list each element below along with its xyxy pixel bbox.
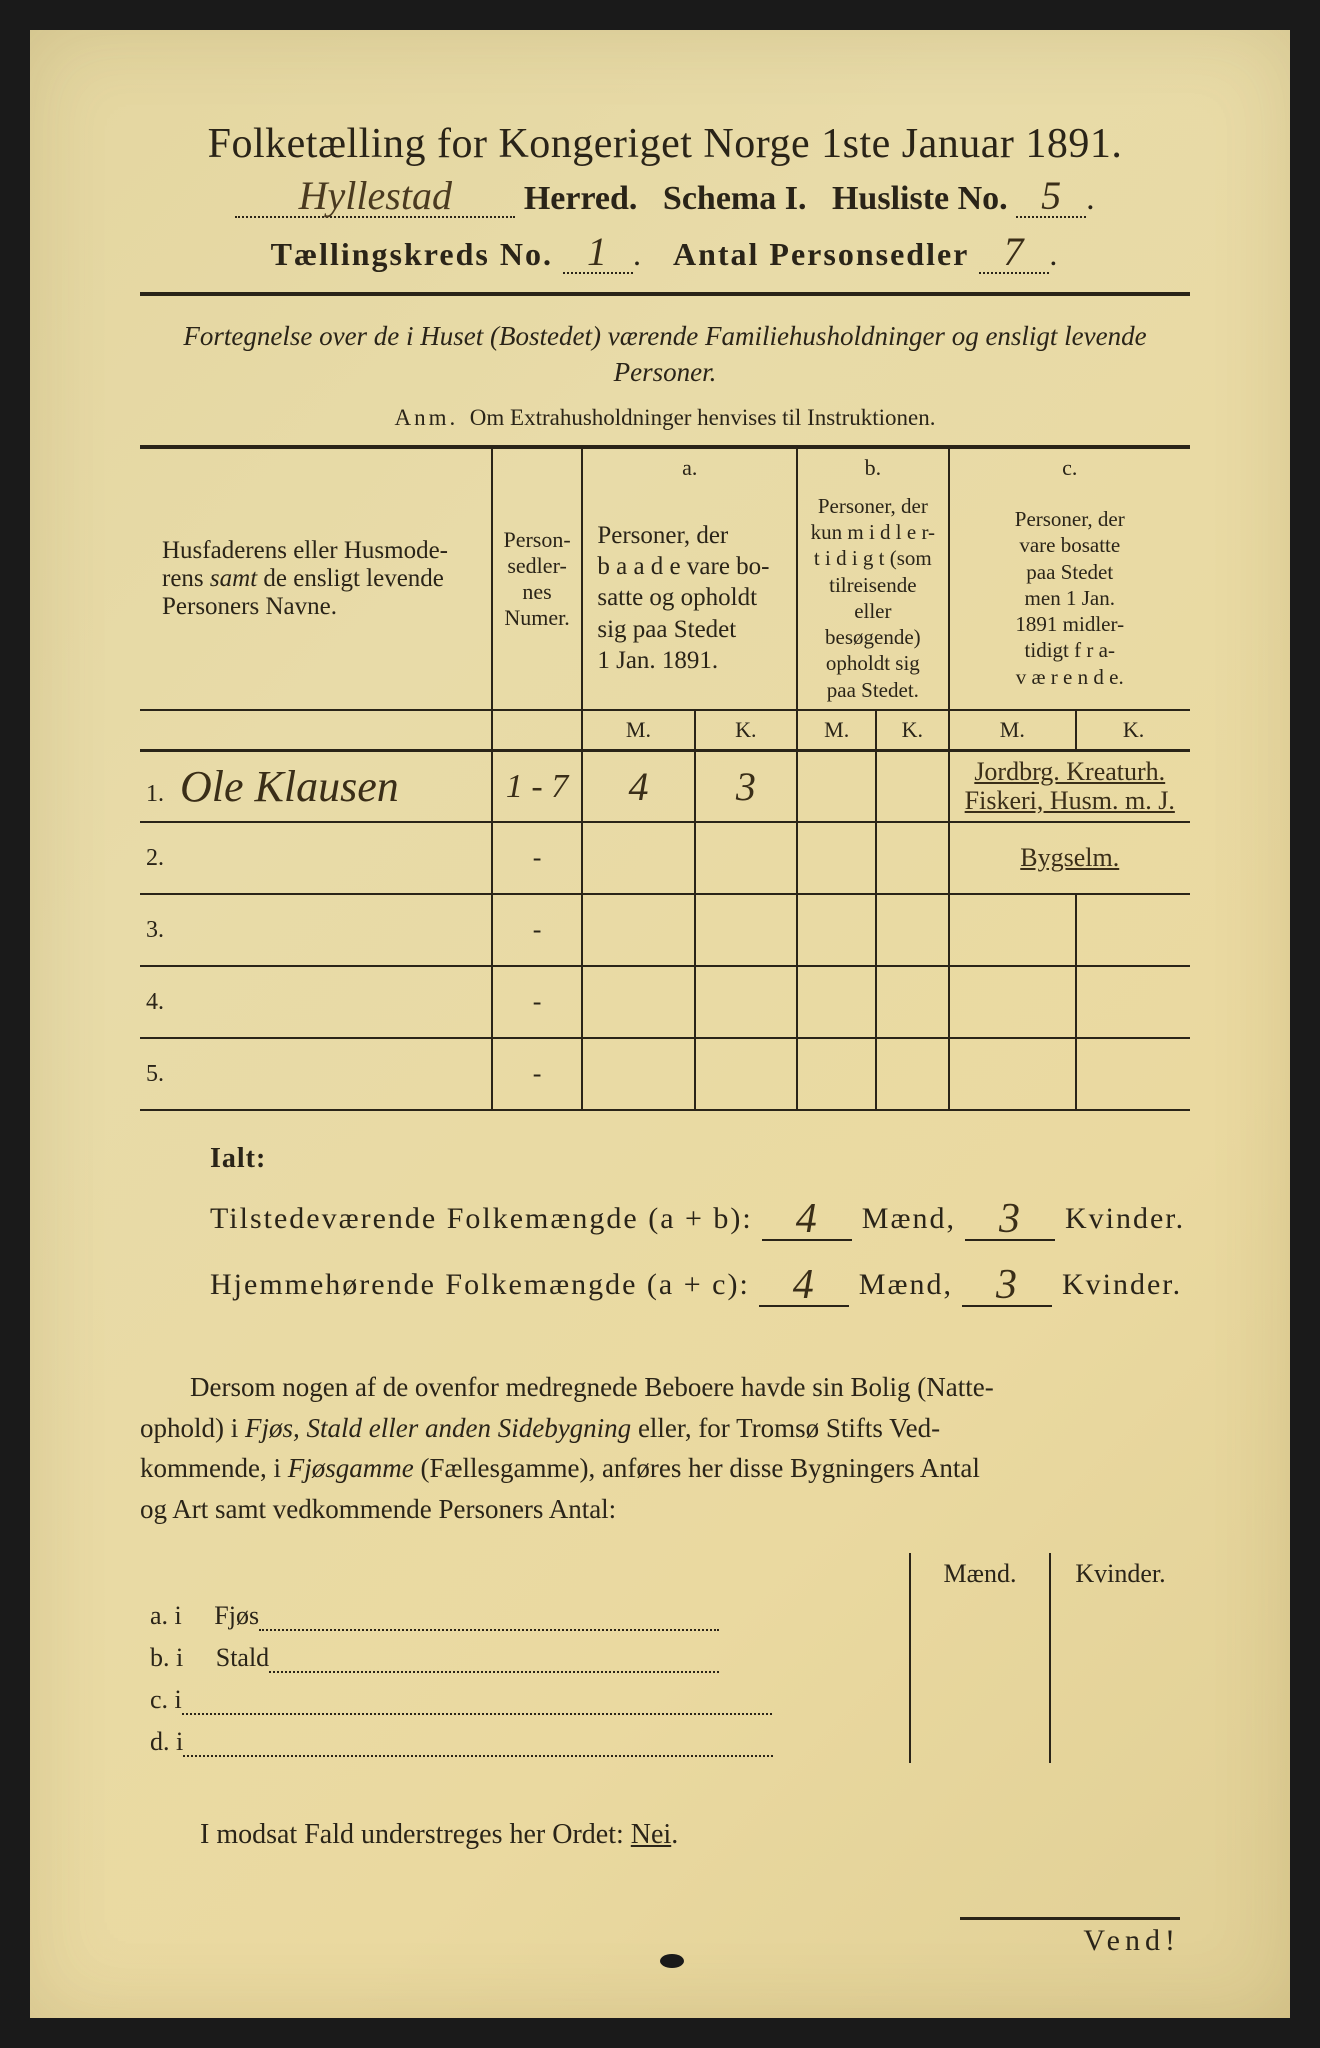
table-row: 5. - [140,1038,1190,1110]
table-row: 1.Ole Klausen 1 - 7 4 3 Jordbrg. Kreatur… [140,750,1190,822]
totals-block: Ialt: Tilstedeværende Folkemængde (a + b… [210,1143,1190,1307]
margin-annotation: Bygselm. [949,822,1191,894]
kvinder-header: Kvinder. [1050,1553,1190,1595]
margin-annotation: Jordbrg. Kreaturh. Fiskeri, Husm. m. J. [949,750,1191,822]
husliste-no: 5 [1041,173,1061,218]
col-c-text: Personer, dervare bosattepaa Stedetmen 1… [949,487,1191,710]
subtitle: Fortegnelse over de i Huset (Bostedet) v… [140,318,1190,391]
table-row: 2. - Bygselm. [140,822,1190,894]
building-row: d. i [140,1721,1190,1763]
header-line-herred: Hyllestad Herred. Schema I. Husliste No.… [140,176,1190,218]
building-row: b. i Stald [140,1637,1190,1679]
antal-label: Antal Personsedler [673,236,969,272]
instruction-paragraph: Dersom nogen af de ovenfor medregnede Be… [140,1367,1190,1529]
mk-k: K. [1076,710,1190,751]
col-c-letter: c. [949,447,1191,487]
page-title: Folketælling for Kongeriget Norge 1ste J… [140,120,1190,168]
nei-word: Nei [631,1819,671,1850]
vend-label: Vend! [960,1917,1180,1958]
mk-k: K. [695,710,798,751]
divider [140,292,1190,296]
antal-no: 7 [1003,229,1025,274]
totals-row-ab: Tilstedeværende Folkemængde (a + b): 4 M… [210,1191,1190,1241]
kreds-label: Tællingskreds No. [271,236,553,272]
anm-text: Om Extrahusholdninger henvises til Instr… [470,405,936,430]
kreds-no: 1 [587,229,609,274]
schema-label: Schema I. [663,180,807,217]
person-name: Ole Klausen [174,762,399,811]
household-table: Husfaderens eller Husmode-rens samt de e… [140,445,1190,1112]
herred-label: Herred. [524,180,638,217]
col-a-text: Personer, derb a a d e vare bo-satte og … [582,487,797,710]
mk-m: M. [797,710,876,751]
husliste-label: Husliste No. [832,180,1008,217]
building-row: a. i Fjøs [140,1595,1190,1637]
footer-instruction: I modsat Fald understreges her Ordet: Ne… [200,1819,1190,1851]
building-row: c. i [140,1679,1190,1721]
census-form-page: Folketælling for Kongeriget Norge 1ste J… [30,30,1290,2018]
anm-prefix: Anm. [395,405,459,430]
mk-k: K. [876,710,948,751]
building-table: Mænd. Kvinder. a. i Fjøs b. i Stald c. i… [140,1553,1190,1763]
mk-m: M. [582,710,694,751]
herred-handwritten: Hyllestad [299,173,452,218]
header-line-kreds: Tællingskreds No. 1 . Antal Personsedler… [140,232,1190,274]
ink-blot [660,1954,684,1968]
col-b-letter: b. [797,447,948,487]
mk-m: M. [949,710,1077,751]
totals-row-ac: Hjemmehørende Folkemængde (a + c): 4 Mæn… [210,1257,1190,1307]
col-a-letter: a. [582,447,797,487]
table-row: 3. - [140,894,1190,966]
ialt-label: Ialt: [210,1143,1190,1175]
maend-header: Mænd. [910,1553,1050,1595]
anm-note: Anm. Om Extrahusholdninger henvises til … [140,405,1190,431]
table-row: 4. - [140,966,1190,1038]
col-b-text: Personer, derkun m i d l e r-t i d i g t… [797,487,948,710]
